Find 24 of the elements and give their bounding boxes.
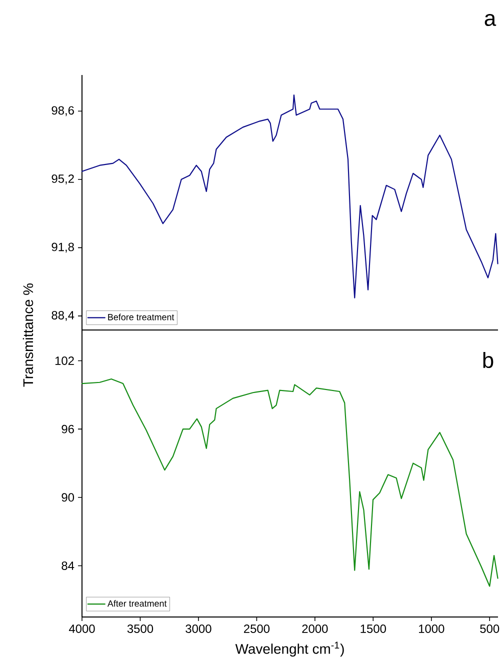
y-tick-label: 84: [62, 562, 74, 570]
x-tick-label: 2500: [244, 624, 270, 633]
legend-label: Before treatment: [108, 314, 174, 320]
line-series: [81, 378, 498, 587]
y-tick-label: 90: [62, 493, 74, 502]
x-tick-label: 3000: [186, 624, 212, 633]
legend-label: After treatment: [108, 600, 167, 607]
y-tick-label: 88,4: [52, 311, 74, 321]
y-axis-title: Transmittance %: [22, 283, 34, 387]
y-tick-label: 96: [62, 424, 74, 434]
text: a: [484, 14, 496, 26]
x-tick-label: 1500: [360, 624, 386, 633]
y-tick-label: 98,6: [52, 106, 74, 116]
x-tick-label: 2000: [302, 624, 328, 633]
annotation: b: [483, 352, 494, 368]
y-tick-label: 95,2: [52, 174, 74, 184]
x-tick-label: 3500: [127, 624, 154, 633]
x-tick-label: 4000: [69, 624, 95, 633]
x-tick-label: 500: [480, 624, 500, 633]
x-axis-title: Wavelenght cm$^{-1}$): [235, 642, 344, 657]
y-tick-label: 102: [55, 356, 74, 365]
line-series: [81, 94, 498, 298]
x-tick-label: 1000: [419, 624, 444, 633]
y-tick-label: 91,8: [52, 242, 74, 253]
